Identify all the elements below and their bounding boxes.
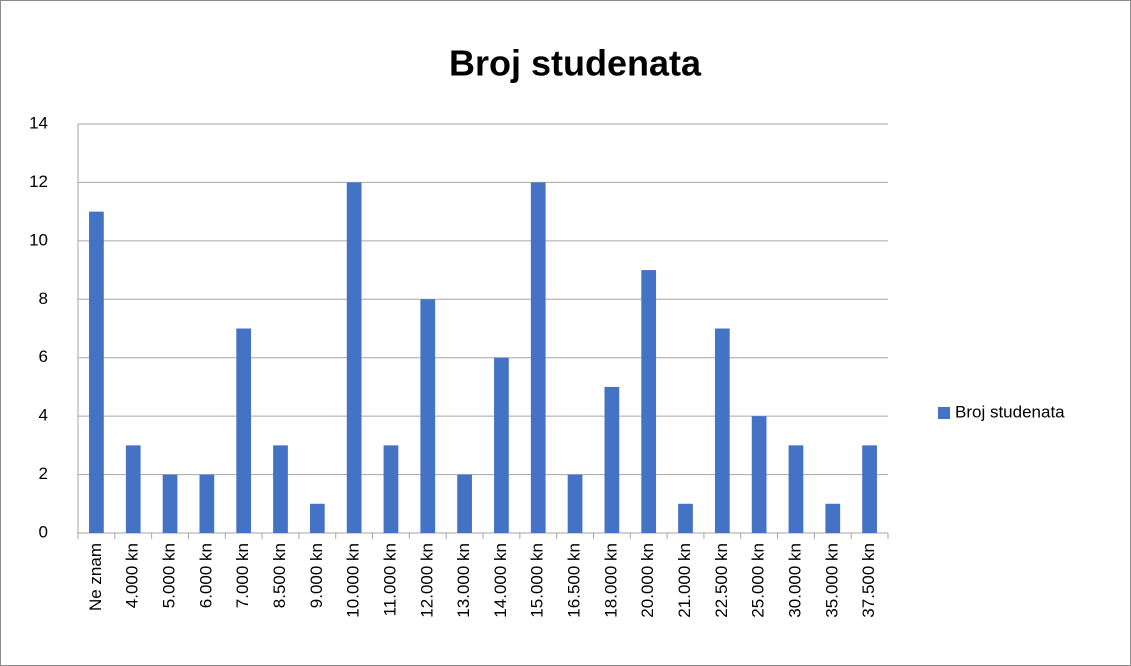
bar	[346, 182, 362, 533]
y-tick-label: 0	[39, 522, 48, 541]
x-tick-label: 20.000 kn	[638, 543, 657, 618]
x-tick-label: 13.000 kn	[454, 543, 473, 618]
y-tick-label: 14	[29, 113, 48, 132]
bar	[641, 270, 657, 533]
bar	[714, 328, 730, 533]
bar	[678, 503, 693, 533]
bar	[125, 445, 141, 533]
y-tick-label: 2	[39, 464, 48, 483]
y-tick-label: 4	[39, 406, 48, 425]
x-tick-label: 22.500 kn	[712, 543, 731, 618]
x-tick-label: 30.000 kn	[785, 543, 804, 618]
x-tick-label: 16.500 kn	[565, 543, 584, 618]
x-tick-label: 25.000 kn	[749, 543, 768, 618]
bar	[862, 445, 877, 533]
legend-label: Broj studenata	[955, 402, 1065, 421]
x-tick-label: 35.000 kn	[822, 543, 841, 618]
x-tick-label: 15.000 kn	[528, 543, 547, 618]
x-tick-label: 9.000 kn	[307, 543, 326, 608]
bar	[309, 503, 325, 533]
x-tick-label: 7.000 kn	[233, 543, 252, 608]
y-tick-label: 6	[39, 347, 48, 366]
bar	[89, 211, 104, 533]
y-tick-label: 10	[29, 230, 48, 249]
bar	[420, 299, 436, 533]
x-tick-label: 5.000 kn	[160, 543, 179, 608]
x-tick-label: 12.000 kn	[417, 543, 436, 618]
bar	[383, 445, 399, 533]
x-tick-label: 8.500 kn	[270, 543, 289, 608]
bar	[751, 416, 767, 533]
bar	[162, 474, 178, 533]
bar	[567, 474, 583, 533]
x-tick-label: 4.000 kn	[123, 543, 142, 608]
bar	[530, 182, 546, 533]
bar	[825, 503, 841, 533]
x-tick-label: 18.000 kn	[601, 543, 620, 618]
bar	[494, 357, 509, 533]
x-tick-label: 37.500 kn	[859, 543, 878, 618]
bar	[788, 445, 804, 533]
bar	[273, 445, 288, 533]
x-tick-label: 10.000 kn	[344, 543, 363, 618]
bar	[604, 386, 620, 533]
x-tick-label: 6.000 kn	[196, 543, 215, 608]
bar	[457, 474, 472, 533]
bar	[236, 328, 252, 533]
chart-title: Broj studenata	[449, 43, 702, 84]
x-tick-label: 14.000 kn	[491, 543, 510, 618]
x-tick-label: 11.000 kn	[380, 543, 399, 616]
y-tick-label: 12	[29, 172, 48, 191]
x-tick-label: 21.000 kn	[675, 543, 694, 618]
y-tick-label: 8	[39, 289, 48, 308]
bar	[199, 474, 215, 533]
legend-swatch	[938, 407, 950, 419]
x-tick-label: Ne znam	[86, 543, 105, 611]
